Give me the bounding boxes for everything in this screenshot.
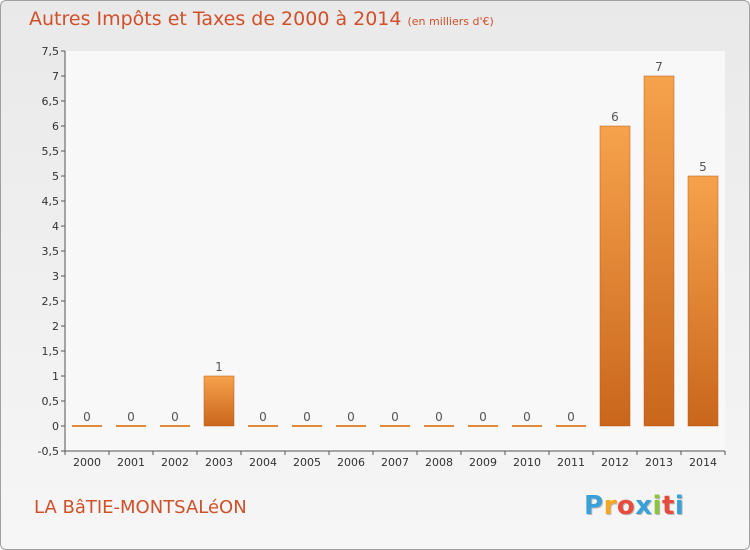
y-tick-label: 5	[52, 170, 59, 183]
data-label: 0	[435, 410, 443, 424]
logo-letter: t	[661, 491, 675, 521]
y-tick-label: 1,5	[42, 345, 60, 358]
data-label: 5	[699, 160, 707, 174]
logo-letter: r	[603, 491, 617, 521]
x-tick-label: 2013	[645, 456, 673, 469]
chart-title-text: Autres Impôts et Taxes de 2000 à 2014	[29, 8, 402, 30]
data-label: 0	[83, 410, 91, 424]
logo-letter: o	[616, 491, 636, 521]
x-tick-label: 2005	[293, 456, 321, 469]
logo-letter: i	[674, 491, 685, 521]
logo-letter: P	[584, 491, 604, 521]
data-label: 0	[127, 410, 135, 424]
proxiti-logo[interactable]: Proxiti	[584, 491, 684, 521]
x-tick-label: 2002	[161, 456, 189, 469]
x-tick-label: 2004	[249, 456, 277, 469]
bar[interactable]	[599, 125, 631, 427]
data-label: 0	[303, 410, 311, 424]
logo-letter: x	[635, 491, 653, 521]
y-tick-label: 3	[52, 270, 59, 283]
y-tick-label: 2	[52, 320, 59, 333]
x-tick-label: 2001	[117, 456, 145, 469]
data-label: 7	[655, 60, 663, 74]
data-label: 0	[259, 410, 267, 424]
y-tick-label: 2,5	[42, 295, 60, 308]
y-tick-label: 1	[52, 370, 59, 383]
x-tick-label: 2008	[425, 456, 453, 469]
y-tick-label: 6	[52, 120, 59, 133]
x-tick-label: 2003	[205, 456, 233, 469]
x-tick-label: 2012	[601, 456, 629, 469]
y-tick-label: 0	[52, 420, 59, 433]
bar[interactable]	[643, 75, 675, 427]
y-tick-label: 7,5	[42, 45, 60, 58]
y-tick-label: 4	[52, 220, 59, 233]
x-tick-label: 2010	[513, 456, 541, 469]
x-tick-label: 2007	[381, 456, 409, 469]
y-tick-label: 4,5	[42, 195, 60, 208]
y-tick-label: -0,5	[38, 445, 59, 458]
x-tick-label: 2000	[73, 456, 101, 469]
x-tick-label: 2011	[557, 456, 585, 469]
data-label: 0	[479, 410, 487, 424]
data-label: 0	[523, 410, 531, 424]
x-tick-label: 2006	[337, 456, 365, 469]
x-tick-label: 2014	[689, 456, 717, 469]
y-tick-label: 5,5	[42, 145, 60, 158]
bar[interactable]	[203, 375, 235, 427]
data-label: 6	[611, 110, 619, 124]
data-label: 0	[567, 410, 575, 424]
bar[interactable]	[687, 175, 719, 427]
logo-letter: i	[652, 491, 662, 521]
commune-name: LA BâTIE-MONTSALéON	[34, 497, 247, 518]
y-tick-label: 6,5	[42, 95, 60, 108]
y-tick-label: 0,5	[42, 395, 60, 408]
chart-title: Autres Impôts et Taxes de 2000 à 2014 (en…	[29, 8, 494, 30]
y-tick-label: 3,5	[42, 245, 60, 258]
y-tick-label: 7	[52, 70, 59, 83]
data-label: 0	[171, 410, 179, 424]
chart-unit: (en milliers d'€)	[407, 15, 494, 28]
data-label: 0	[391, 410, 399, 424]
x-tick-label: 2009	[469, 456, 497, 469]
data-label: 0	[347, 410, 355, 424]
data-label: 1	[215, 360, 223, 374]
